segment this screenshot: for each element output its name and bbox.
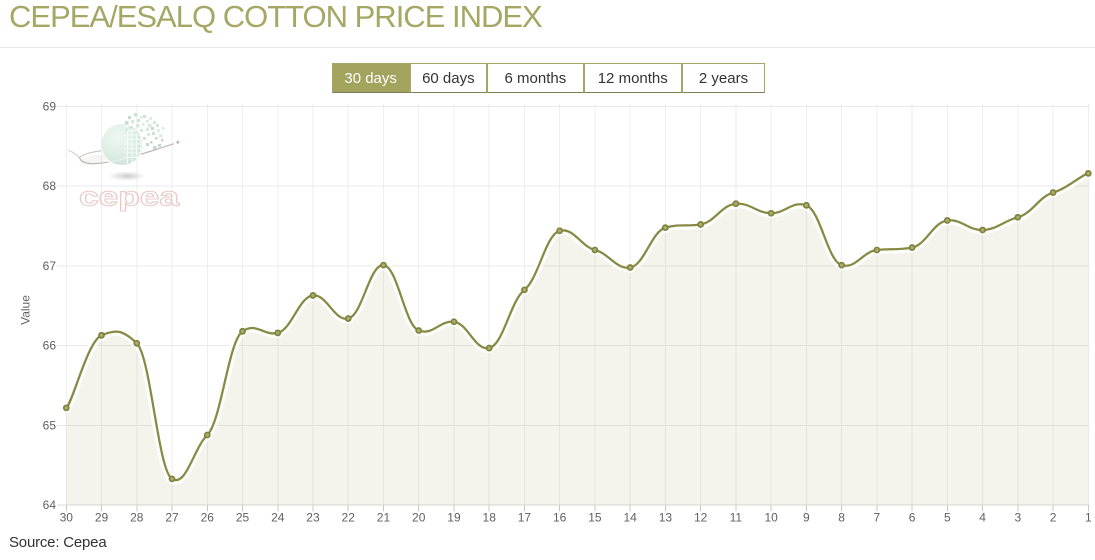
svg-text:22: 22 (342, 511, 356, 525)
svg-text:8: 8 (838, 511, 845, 525)
svg-text:26: 26 (201, 511, 215, 525)
svg-text:66: 66 (43, 339, 57, 353)
svg-text:25: 25 (236, 511, 250, 525)
svg-text:1: 1 (1085, 511, 1092, 525)
svg-text:67: 67 (43, 259, 57, 273)
svg-text:15: 15 (588, 511, 602, 525)
svg-text:29: 29 (95, 511, 109, 525)
svg-text:3: 3 (1014, 511, 1021, 525)
svg-text:cepea: cepea (79, 182, 180, 212)
svg-text:20: 20 (412, 511, 426, 525)
svg-text:21: 21 (377, 511, 391, 525)
svg-text:19: 19 (447, 511, 461, 525)
svg-text:2: 2 (1050, 511, 1057, 525)
svg-text:6: 6 (909, 511, 916, 525)
svg-text:18: 18 (483, 511, 497, 525)
svg-text:16: 16 (553, 511, 567, 525)
svg-text:17: 17 (518, 511, 532, 525)
svg-text:10: 10 (764, 511, 778, 525)
svg-text:68: 68 (43, 179, 57, 193)
svg-text:5: 5 (944, 511, 951, 525)
svg-text:4: 4 (979, 511, 986, 525)
svg-text:23: 23 (306, 511, 320, 525)
svg-text:28: 28 (130, 511, 144, 525)
svg-text:7: 7 (874, 511, 881, 525)
svg-text:30: 30 (60, 511, 74, 525)
svg-text:14: 14 (623, 511, 637, 525)
svg-text:9: 9 (803, 511, 810, 525)
svg-text:13: 13 (659, 511, 673, 525)
svg-text:12: 12 (694, 511, 708, 525)
svg-text:69: 69 (43, 99, 57, 113)
svg-text:Value: Value (18, 295, 32, 325)
svg-text:27: 27 (165, 511, 179, 525)
svg-text:24: 24 (271, 511, 285, 525)
svg-text:11: 11 (730, 511, 743, 525)
svg-text:64: 64 (43, 498, 57, 512)
svg-text:65: 65 (43, 418, 57, 432)
